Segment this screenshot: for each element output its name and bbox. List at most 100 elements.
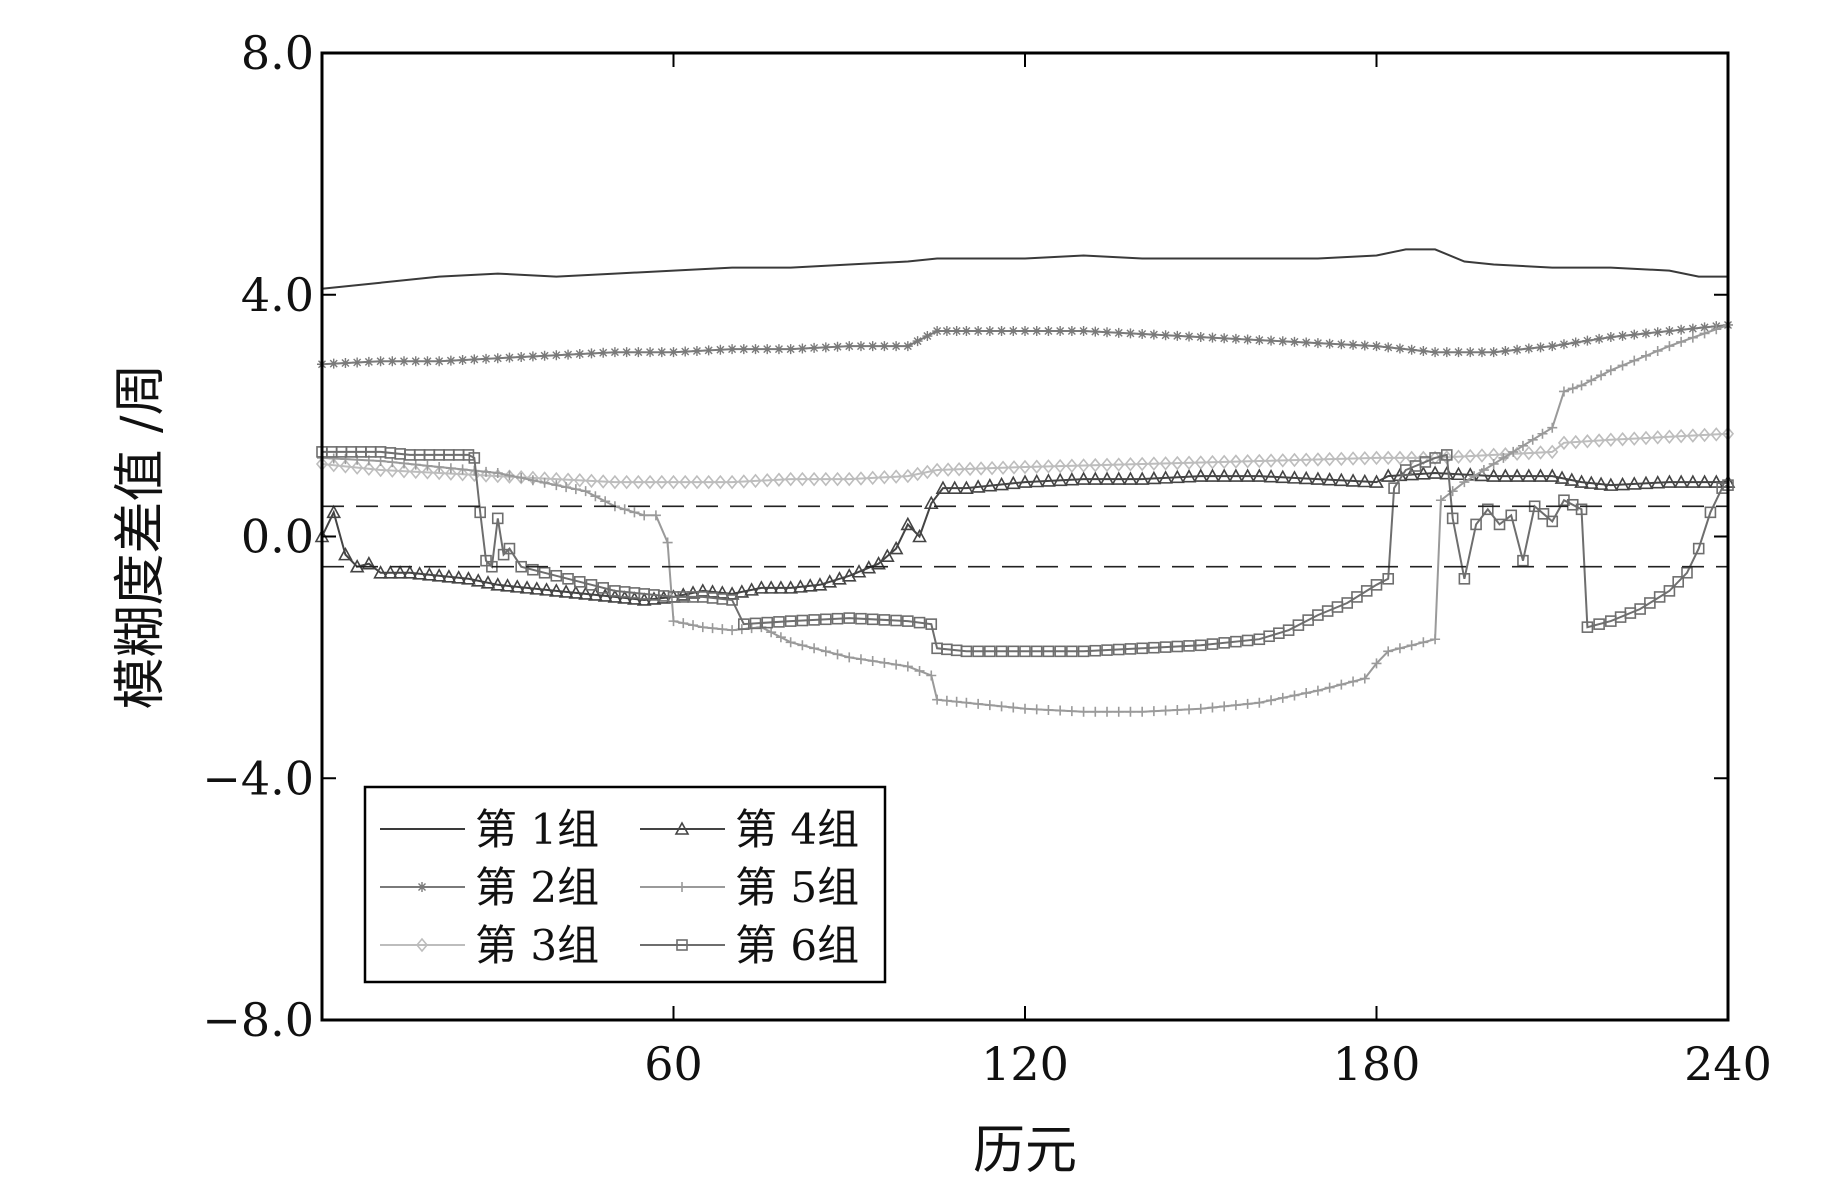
data-point [1537, 508, 1550, 520]
data-point [879, 657, 890, 668]
data-point [970, 479, 986, 493]
data-point [866, 470, 879, 486]
data-point [1324, 682, 1335, 693]
data-point [1005, 475, 1021, 490]
data-point [444, 466, 457, 481]
data-point [951, 696, 962, 707]
data-point [1195, 332, 1206, 343]
data-point [422, 356, 433, 367]
data-point [1508, 446, 1519, 457]
data-point [1615, 476, 1630, 491]
data-point [1301, 688, 1312, 699]
y-axis-title: 模糊度差值 /周 [111, 363, 171, 709]
data-point [457, 464, 468, 475]
data-point [832, 571, 847, 585]
data-point [1567, 383, 1578, 394]
data-point [387, 356, 398, 367]
data-point [1569, 434, 1582, 450]
data-point [1629, 355, 1640, 366]
data-point [1488, 347, 1499, 358]
data-point [855, 654, 866, 665]
data-point [1521, 468, 1537, 482]
data-point [1418, 637, 1429, 648]
data-point [900, 516, 916, 531]
data-point [1336, 679, 1347, 690]
data-point [984, 326, 995, 337]
data-point [1265, 453, 1278, 468]
data-point [1429, 450, 1442, 466]
data-point [1699, 322, 1710, 333]
data-point [832, 649, 843, 660]
data-point [399, 458, 410, 469]
data-point [1229, 454, 1242, 469]
data-point [392, 565, 408, 579]
data-point [1136, 456, 1149, 472]
data-point [1435, 495, 1446, 506]
data-point [431, 568, 447, 582]
data-point [678, 618, 689, 629]
data-point [480, 575, 496, 589]
data-point [953, 462, 966, 477]
data-point [1476, 347, 1487, 358]
data-point [1113, 327, 1124, 338]
data-point [382, 565, 398, 579]
data-point [1171, 455, 1184, 471]
data-point [675, 587, 691, 601]
data-point [1575, 503, 1588, 516]
data-point [1266, 335, 1277, 346]
data-point [1020, 703, 1030, 714]
x-tick-label: 240 [1684, 1037, 1772, 1091]
data-point [783, 580, 799, 594]
data-point [707, 623, 718, 634]
data-point [1605, 365, 1616, 376]
legend-label: 第 5组 [735, 863, 859, 912]
data-point [327, 457, 340, 473]
data-point [888, 540, 904, 555]
data-point [1066, 326, 1077, 337]
data-point [1052, 472, 1068, 487]
data-point [550, 569, 563, 582]
data-point [766, 627, 777, 638]
data-point [902, 615, 914, 627]
data-point [1218, 454, 1231, 470]
data-point [867, 341, 878, 352]
data-point [1453, 347, 1464, 358]
data-point [832, 341, 843, 352]
data-point [947, 480, 963, 494]
data-point [984, 700, 995, 711]
y-tick-label: 4.0 [241, 268, 314, 322]
data-point [1007, 645, 1020, 658]
x-tick-label: 120 [981, 1037, 1069, 1091]
data-point [1616, 431, 1629, 447]
data-point [921, 464, 934, 480]
series-line [321, 248, 1728, 290]
data-point [410, 459, 421, 470]
data-point [727, 344, 738, 355]
data-point [1341, 597, 1354, 609]
data-point [410, 356, 421, 367]
data-point [1418, 345, 1429, 356]
data-point [568, 585, 584, 599]
data-point [972, 645, 984, 658]
data-point [397, 463, 411, 479]
data-point [1441, 347, 1452, 358]
data-point [1017, 474, 1033, 488]
data-point [1347, 451, 1360, 466]
data-point [1322, 472, 1337, 486]
data-point [1148, 329, 1159, 340]
data-point [1160, 705, 1171, 716]
data-point [676, 939, 688, 951]
data-point [1007, 460, 1021, 475]
data-point [1043, 704, 1054, 715]
data-point [802, 578, 818, 592]
data-point [1593, 618, 1605, 630]
data-point [574, 348, 585, 359]
data-point [1089, 457, 1102, 473]
data-point [1112, 643, 1125, 656]
data-point [715, 344, 726, 355]
data-point [1652, 327, 1663, 338]
data-point [1582, 335, 1593, 346]
data-point [340, 454, 351, 465]
data-point [749, 617, 762, 630]
legend-item-3: 第 3组 [380, 921, 599, 970]
